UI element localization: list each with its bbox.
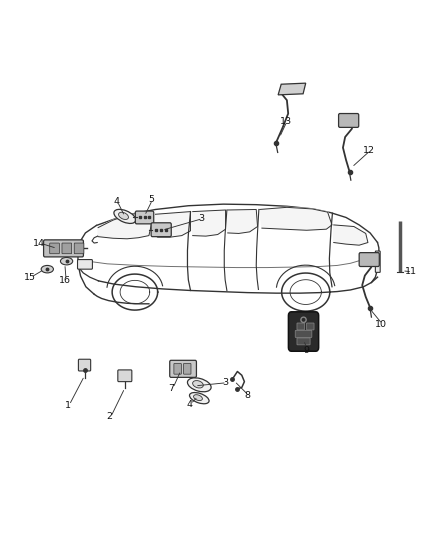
FancyBboxPatch shape bbox=[62, 243, 71, 254]
Text: 4: 4 bbox=[113, 197, 119, 206]
Text: 8: 8 bbox=[244, 391, 251, 400]
Text: 3: 3 bbox=[223, 378, 229, 387]
FancyBboxPatch shape bbox=[135, 211, 154, 224]
Ellipse shape bbox=[119, 212, 128, 220]
FancyBboxPatch shape bbox=[307, 323, 314, 330]
FancyBboxPatch shape bbox=[151, 223, 171, 237]
Text: 13: 13 bbox=[279, 117, 292, 126]
FancyBboxPatch shape bbox=[375, 251, 380, 272]
Ellipse shape bbox=[60, 257, 73, 265]
Text: 15: 15 bbox=[24, 273, 36, 281]
Ellipse shape bbox=[194, 395, 202, 400]
Text: 10: 10 bbox=[375, 320, 387, 328]
FancyBboxPatch shape bbox=[170, 360, 196, 377]
FancyBboxPatch shape bbox=[49, 243, 59, 254]
FancyBboxPatch shape bbox=[288, 312, 319, 351]
Text: 12: 12 bbox=[363, 146, 375, 155]
Text: 2: 2 bbox=[106, 413, 113, 421]
Text: 3: 3 bbox=[198, 214, 205, 223]
FancyBboxPatch shape bbox=[297, 323, 304, 330]
FancyBboxPatch shape bbox=[339, 114, 359, 127]
FancyBboxPatch shape bbox=[359, 253, 379, 266]
Text: 4: 4 bbox=[186, 400, 192, 408]
FancyBboxPatch shape bbox=[78, 359, 91, 371]
Ellipse shape bbox=[187, 378, 211, 392]
Polygon shape bbox=[228, 209, 258, 233]
Ellipse shape bbox=[193, 381, 203, 388]
Text: 1: 1 bbox=[65, 401, 71, 409]
Text: 9: 9 bbox=[304, 346, 310, 355]
FancyBboxPatch shape bbox=[78, 260, 92, 269]
Text: 14: 14 bbox=[32, 239, 45, 247]
Polygon shape bbox=[98, 213, 153, 239]
FancyBboxPatch shape bbox=[295, 330, 312, 337]
Polygon shape bbox=[334, 225, 368, 245]
Ellipse shape bbox=[190, 392, 209, 404]
Ellipse shape bbox=[41, 265, 53, 273]
FancyBboxPatch shape bbox=[174, 364, 181, 374]
Text: 7: 7 bbox=[169, 384, 175, 392]
Text: 11: 11 bbox=[405, 268, 417, 276]
Ellipse shape bbox=[114, 209, 136, 223]
Text: 5: 5 bbox=[148, 196, 154, 204]
Polygon shape bbox=[155, 212, 191, 237]
FancyBboxPatch shape bbox=[43, 240, 83, 257]
Text: 16: 16 bbox=[59, 276, 71, 285]
FancyBboxPatch shape bbox=[184, 364, 191, 374]
Polygon shape bbox=[260, 207, 332, 230]
FancyBboxPatch shape bbox=[74, 243, 84, 254]
FancyBboxPatch shape bbox=[118, 370, 132, 382]
Polygon shape bbox=[278, 83, 306, 95]
FancyBboxPatch shape bbox=[297, 338, 310, 345]
Polygon shape bbox=[193, 210, 226, 236]
